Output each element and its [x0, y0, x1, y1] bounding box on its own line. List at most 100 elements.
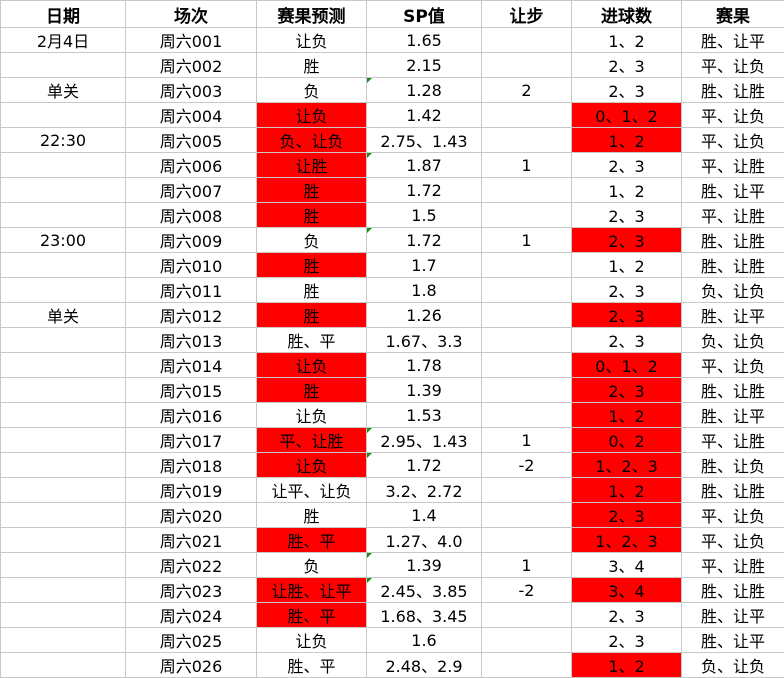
result-cell[interactable]: 平、让负 — [682, 353, 784, 378]
handicap-cell[interactable] — [482, 603, 572, 628]
sp-cell[interactable]: 1.67、3.3 — [367, 328, 482, 353]
match-cell[interactable]: 周六018 — [126, 453, 257, 478]
goals-cell[interactable]: 1、2 — [572, 653, 682, 678]
prediction-cell[interactable]: 胜 — [257, 178, 367, 203]
prediction-cell[interactable]: 让胜、让平 — [257, 578, 367, 603]
result-cell[interactable]: 胜、让平 — [682, 403, 784, 428]
match-cell[interactable]: 周六024 — [126, 603, 257, 628]
goals-cell[interactable]: 2、3 — [572, 53, 682, 78]
sp-cell[interactable]: 1.78 — [367, 353, 482, 378]
header-handicap[interactable]: 让步 — [482, 1, 572, 28]
handicap-cell[interactable]: 1 — [482, 553, 572, 578]
match-cell[interactable]: 周六011 — [126, 278, 257, 303]
handicap-cell[interactable]: -2 — [482, 578, 572, 603]
goals-cell[interactable]: 1、2、3 — [572, 453, 682, 478]
handicap-cell[interactable] — [482, 503, 572, 528]
match-cell[interactable]: 周六008 — [126, 203, 257, 228]
prediction-cell[interactable]: 平、让胜 — [257, 428, 367, 453]
prediction-cell[interactable]: 让胜 — [257, 153, 367, 178]
prediction-cell[interactable]: 让负 — [257, 453, 367, 478]
match-cell[interactable]: 周六016 — [126, 403, 257, 428]
date-cell[interactable] — [1, 353, 126, 378]
sp-cell[interactable]: 1.8 — [367, 278, 482, 303]
match-cell[interactable]: 周六015 — [126, 378, 257, 403]
prediction-cell[interactable]: 负 — [257, 553, 367, 578]
goals-cell[interactable]: 1、2 — [572, 178, 682, 203]
handicap-cell[interactable]: 1 — [482, 428, 572, 453]
handicap-cell[interactable] — [482, 478, 572, 503]
handicap-cell[interactable] — [482, 203, 572, 228]
sp-cell[interactable]: 2.45、3.85 — [367, 578, 482, 603]
goals-cell[interactable]: 2、3 — [572, 603, 682, 628]
handicap-cell[interactable] — [482, 103, 572, 128]
result-cell[interactable]: 平、让负 — [682, 103, 784, 128]
match-cell[interactable]: 周六009 — [126, 228, 257, 253]
prediction-cell[interactable]: 胜、平 — [257, 528, 367, 553]
match-cell[interactable]: 周六014 — [126, 353, 257, 378]
sp-cell[interactable]: 1.42 — [367, 103, 482, 128]
header-date[interactable]: 日期 — [1, 1, 126, 28]
header-prediction[interactable]: 赛果预测 — [257, 1, 367, 28]
sp-cell[interactable]: 1.27、4.0 — [367, 528, 482, 553]
result-cell[interactable]: 胜、让平 — [682, 303, 784, 328]
handicap-cell[interactable] — [482, 378, 572, 403]
prediction-cell[interactable]: 胜、平 — [257, 603, 367, 628]
handicap-cell[interactable]: 1 — [482, 228, 572, 253]
result-cell[interactable]: 胜、让平 — [682, 603, 784, 628]
result-cell[interactable]: 胜、让胜 — [682, 253, 784, 278]
sp-cell[interactable]: 1.28 — [367, 78, 482, 103]
date-cell[interactable] — [1, 103, 126, 128]
prediction-cell[interactable]: 让平、让负 — [257, 478, 367, 503]
match-cell[interactable]: 周六004 — [126, 103, 257, 128]
handicap-cell[interactable]: -2 — [482, 453, 572, 478]
match-cell[interactable]: 周六021 — [126, 528, 257, 553]
date-cell[interactable] — [1, 528, 126, 553]
match-cell[interactable]: 周六025 — [126, 628, 257, 653]
date-cell[interactable] — [1, 578, 126, 603]
prediction-cell[interactable]: 胜 — [257, 503, 367, 528]
sp-cell[interactable]: 1.87 — [367, 153, 482, 178]
handicap-cell[interactable] — [482, 253, 572, 278]
prediction-cell[interactable]: 胜、平 — [257, 653, 367, 678]
result-cell[interactable]: 平、让胜 — [682, 553, 784, 578]
handicap-cell[interactable] — [482, 278, 572, 303]
prediction-cell[interactable]: 胜 — [257, 53, 367, 78]
result-cell[interactable]: 胜、让胜 — [682, 228, 784, 253]
sp-cell[interactable]: 1.39 — [367, 553, 482, 578]
date-cell[interactable] — [1, 653, 126, 678]
header-match[interactable]: 场次 — [126, 1, 257, 28]
sp-cell[interactable]: 1.68、3.45 — [367, 603, 482, 628]
goals-cell[interactable]: 0、2 — [572, 428, 682, 453]
handicap-cell[interactable] — [482, 303, 572, 328]
header-sp[interactable]: SP值 — [367, 1, 482, 28]
match-cell[interactable]: 周六005 — [126, 128, 257, 153]
sp-cell[interactable]: 2.48、2.9 — [367, 653, 482, 678]
date-cell[interactable] — [1, 478, 126, 503]
goals-cell[interactable]: 2、3 — [572, 228, 682, 253]
handicap-cell[interactable] — [482, 328, 572, 353]
sp-cell[interactable]: 1.39 — [367, 378, 482, 403]
date-cell[interactable] — [1, 603, 126, 628]
result-cell[interactable]: 平、让胜 — [682, 153, 784, 178]
result-cell[interactable]: 平、让胜 — [682, 203, 784, 228]
prediction-cell[interactable]: 胜 — [257, 253, 367, 278]
handicap-cell[interactable]: 2 — [482, 78, 572, 103]
date-cell[interactable] — [1, 453, 126, 478]
date-cell[interactable]: 23:00 — [1, 228, 126, 253]
goals-cell[interactable]: 1、2、3 — [572, 528, 682, 553]
date-cell[interactable]: 单关 — [1, 78, 126, 103]
date-cell[interactable] — [1, 553, 126, 578]
prediction-cell[interactable]: 让负 — [257, 628, 367, 653]
result-cell[interactable]: 胜、让胜 — [682, 578, 784, 603]
sp-cell[interactable]: 1.72 — [367, 453, 482, 478]
match-cell[interactable]: 周六010 — [126, 253, 257, 278]
result-cell[interactable]: 胜、让胜 — [682, 378, 784, 403]
goals-cell[interactable]: 2、3 — [572, 203, 682, 228]
goals-cell[interactable]: 2、3 — [572, 503, 682, 528]
date-cell[interactable] — [1, 153, 126, 178]
handicap-cell[interactable] — [482, 178, 572, 203]
sp-cell[interactable]: 1.5 — [367, 203, 482, 228]
goals-cell[interactable]: 3、4 — [572, 578, 682, 603]
result-cell[interactable]: 胜、让平 — [682, 28, 784, 53]
goals-cell[interactable]: 2、3 — [572, 328, 682, 353]
